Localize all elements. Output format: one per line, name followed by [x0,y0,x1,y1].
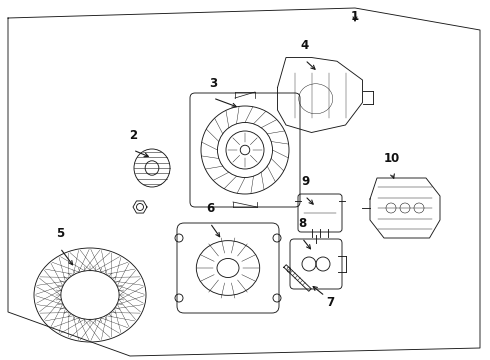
Text: 3: 3 [209,77,217,90]
Text: 5: 5 [56,227,64,240]
Text: 8: 8 [298,217,306,230]
Text: 2: 2 [129,129,137,142]
Text: 10: 10 [384,152,400,165]
Text: 6: 6 [206,202,214,215]
Text: 9: 9 [301,175,309,188]
Text: 1: 1 [351,10,359,23]
Text: 4: 4 [301,39,309,52]
Text: 7: 7 [326,296,334,309]
